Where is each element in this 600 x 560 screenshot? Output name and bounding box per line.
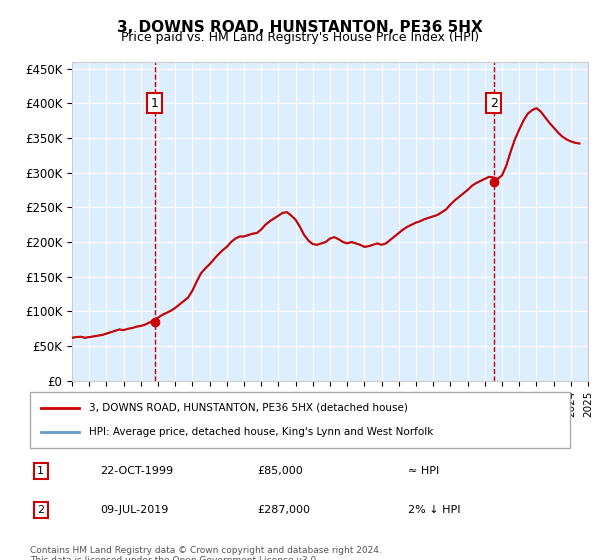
- Text: ≈ HPI: ≈ HPI: [408, 466, 439, 476]
- Text: Price paid vs. HM Land Registry's House Price Index (HPI): Price paid vs. HM Land Registry's House …: [121, 31, 479, 44]
- Text: 2: 2: [37, 505, 44, 515]
- Text: 2% ↓ HPI: 2% ↓ HPI: [408, 505, 461, 515]
- Text: £85,000: £85,000: [257, 466, 302, 476]
- Text: 1: 1: [37, 466, 44, 476]
- Text: HPI: Average price, detached house, King's Lynn and West Norfolk: HPI: Average price, detached house, King…: [89, 427, 434, 437]
- Text: 3, DOWNS ROAD, HUNSTANTON, PE36 5HX (detached house): 3, DOWNS ROAD, HUNSTANTON, PE36 5HX (det…: [89, 403, 408, 413]
- Text: 2: 2: [490, 97, 497, 110]
- Text: Contains HM Land Registry data © Crown copyright and database right 2024.
This d: Contains HM Land Registry data © Crown c…: [30, 546, 382, 560]
- Text: 22-OCT-1999: 22-OCT-1999: [100, 466, 173, 476]
- FancyBboxPatch shape: [30, 392, 570, 448]
- Text: 1: 1: [151, 97, 158, 110]
- Text: 09-JUL-2019: 09-JUL-2019: [100, 505, 169, 515]
- Text: £287,000: £287,000: [257, 505, 310, 515]
- Text: 3, DOWNS ROAD, HUNSTANTON, PE36 5HX: 3, DOWNS ROAD, HUNSTANTON, PE36 5HX: [117, 20, 483, 35]
